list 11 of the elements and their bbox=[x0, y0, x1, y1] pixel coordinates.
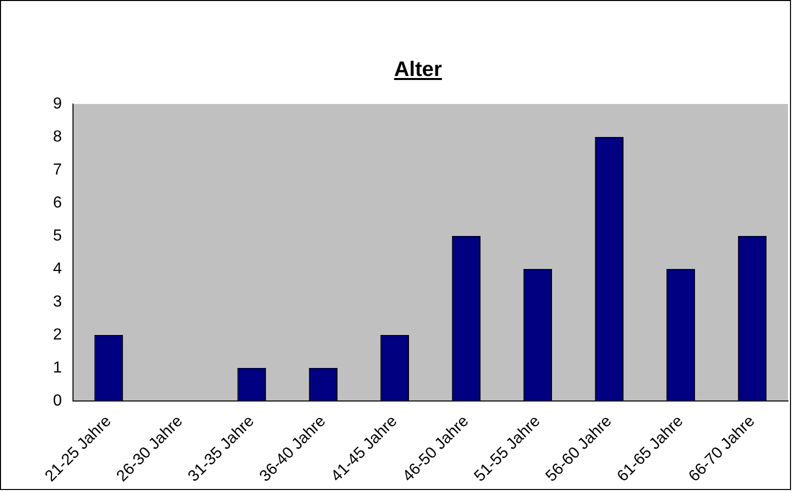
y-tick-label: 3 bbox=[52, 293, 62, 310]
y-tick-label: 6 bbox=[52, 194, 62, 212]
y-tick-label: 7 bbox=[52, 161, 62, 178]
y-tick-label: 0 bbox=[52, 392, 62, 410]
y-tick-label: 4 bbox=[52, 260, 62, 278]
y-tick-label: 1 bbox=[52, 359, 62, 376]
y-tick-label: 9 bbox=[52, 95, 62, 112]
y-tick-label: 5 bbox=[52, 227, 62, 244]
y-tick-label: 2 bbox=[52, 326, 62, 344]
y-tick-label: 8 bbox=[52, 128, 62, 146]
chart-title: Alter bbox=[393, 58, 443, 82]
